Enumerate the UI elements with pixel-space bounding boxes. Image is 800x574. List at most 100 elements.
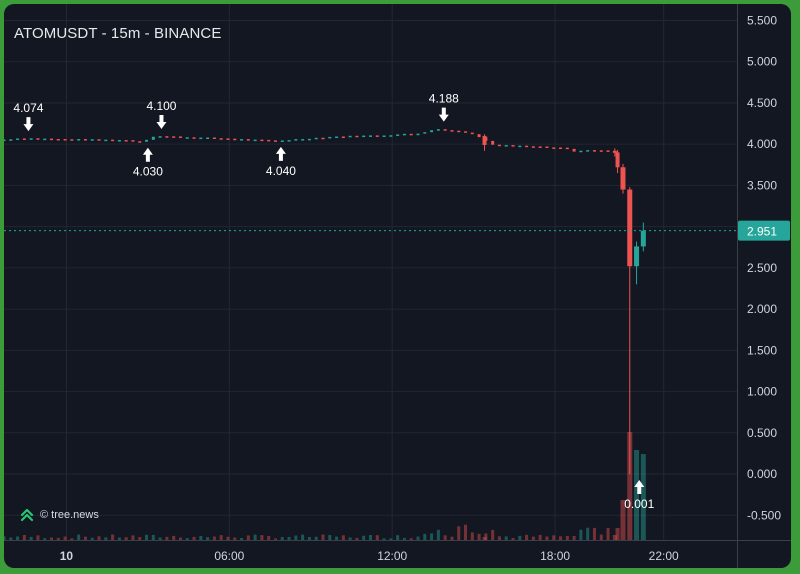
candle-body	[504, 145, 508, 147]
price-tick-label: 4.500	[747, 96, 777, 110]
candle-body	[518, 145, 522, 148]
volume-bar	[545, 536, 549, 540]
candle-body	[192, 137, 196, 139]
brand-watermark: © tree.news	[20, 507, 99, 523]
candle-body	[477, 134, 481, 138]
candle-body	[355, 135, 359, 138]
volume-bar	[267, 535, 271, 540]
candle-body	[436, 129, 440, 131]
volume-bar	[396, 535, 400, 540]
candle-body	[620, 167, 626, 190]
candle-body	[491, 140, 495, 145]
volume-bar	[409, 538, 413, 540]
candle-body	[606, 150, 610, 152]
candle-body	[97, 139, 101, 141]
candle-body	[83, 139, 87, 141]
volume-bar	[531, 536, 535, 540]
price-chart[interactable]: 5.5005.0004.5004.0003.5003.0002.5002.000…	[4, 4, 791, 568]
volume-bar	[457, 526, 461, 540]
volume-bar	[253, 534, 257, 540]
volume-bar	[219, 535, 223, 540]
volume-bar	[111, 534, 115, 540]
candle-body	[579, 150, 583, 153]
volume-bar	[151, 534, 155, 540]
candle-body	[416, 133, 420, 136]
volume-bar	[29, 536, 33, 540]
volume-bars	[4, 432, 646, 540]
volume-bar	[491, 529, 495, 540]
candle-body	[552, 147, 556, 149]
price-tick-label: 4.000	[747, 137, 777, 151]
volume-bar	[538, 534, 542, 540]
candle-body	[335, 136, 339, 139]
candle-body	[158, 136, 162, 138]
candle-body	[16, 138, 20, 140]
candle-body	[253, 139, 257, 142]
volume-bar	[56, 537, 60, 540]
candle-body	[301, 139, 305, 141]
price-tick-label: 2.500	[747, 261, 777, 275]
chart-title: ATOMUSDT - 15m - BINANCE	[14, 25, 222, 42]
candle-body	[246, 139, 250, 141]
tree-news-logo-icon	[20, 508, 34, 522]
volume-bar	[178, 537, 182, 540]
volume-bar	[63, 536, 67, 540]
volume-bar	[77, 534, 81, 540]
candle-body	[206, 137, 210, 140]
volume-bar	[482, 537, 487, 540]
price-tick-label: 0.500	[747, 426, 777, 440]
volume-bar	[477, 533, 481, 540]
candle-body	[145, 139, 149, 142]
annotation: 4.074	[13, 101, 44, 132]
candle-body	[409, 133, 413, 136]
volume-bar	[260, 535, 264, 540]
candle-body	[328, 136, 332, 139]
candle-body	[151, 136, 155, 140]
volume-bar	[280, 537, 284, 540]
candle-body	[273, 140, 277, 142]
candle-body	[178, 136, 182, 138]
time-tick-label: 18:00	[540, 549, 570, 563]
volume-bar	[83, 536, 87, 540]
candle-body	[586, 150, 590, 152]
candle-body	[280, 140, 284, 142]
candle-body	[430, 130, 434, 133]
current-price-label: 2.951	[747, 225, 777, 239]
volume-bar	[348, 537, 352, 540]
price-tick-label: 1.000	[747, 385, 777, 399]
candle-body	[117, 140, 121, 142]
volume-bar	[314, 536, 318, 540]
candle-body	[307, 138, 311, 141]
candle-body	[615, 152, 620, 168]
time-tick-label: 22:00	[649, 549, 679, 563]
arrow-down-icon	[438, 107, 449, 122]
volume-bar	[50, 537, 54, 540]
volume-bar	[43, 538, 47, 540]
candle-body	[348, 135, 352, 138]
candle-body	[634, 246, 640, 267]
volume-bar	[436, 529, 440, 540]
arrow-up-icon	[275, 146, 286, 161]
candle-body	[382, 135, 386, 137]
volume-bar	[104, 537, 108, 540]
volume-bar	[226, 536, 230, 540]
volume-bar	[22, 534, 26, 540]
volume-bar	[124, 537, 128, 540]
volume-bar	[287, 536, 291, 540]
volume-bar	[158, 537, 162, 540]
candle-body	[497, 144, 501, 147]
price-tick-label: 5.000	[747, 55, 777, 69]
volume-bar	[470, 532, 474, 540]
candle-body	[43, 138, 47, 141]
volume-bar	[355, 537, 359, 540]
candle-body	[267, 139, 271, 142]
volume-bar	[620, 500, 626, 540]
candle-body	[457, 130, 461, 133]
volume-bar	[640, 454, 646, 540]
candle-body	[63, 139, 67, 141]
chart-frame: 5.5005.0004.5004.0003.5003.0002.5002.000…	[4, 4, 791, 568]
time-tick-label: 12:00	[377, 549, 407, 563]
candle-body	[627, 189, 633, 267]
arrow-down-icon	[156, 114, 167, 129]
candle-body	[545, 146, 549, 148]
